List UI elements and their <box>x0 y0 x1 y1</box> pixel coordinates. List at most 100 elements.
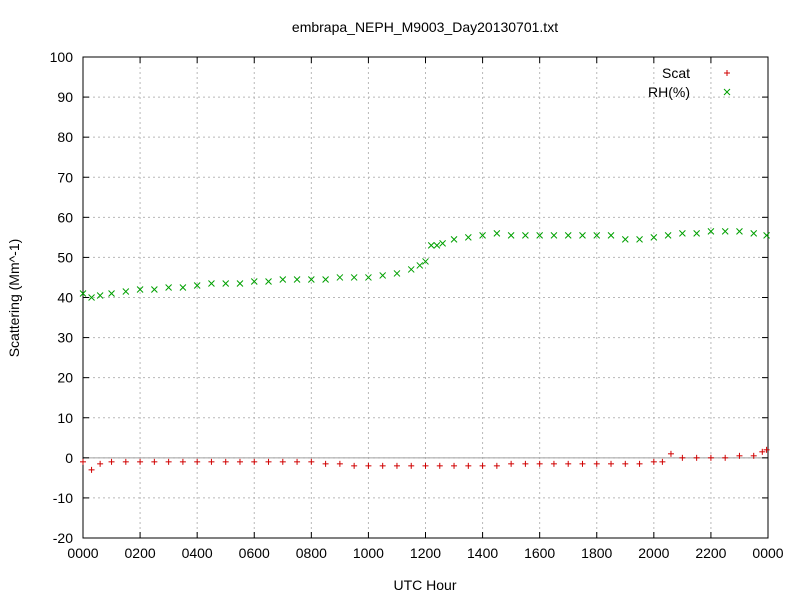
data-point <box>721 228 729 235</box>
data-point <box>536 232 544 239</box>
y-axis-label: Scattering (Mm^-1) <box>6 239 22 358</box>
data-point <box>336 274 344 281</box>
data-point <box>679 230 686 237</box>
data-point <box>565 460 572 467</box>
data-point <box>707 228 715 235</box>
data-point <box>693 454 700 461</box>
data-point <box>439 240 446 247</box>
data-point <box>550 232 558 239</box>
data-point <box>179 284 187 291</box>
data-point <box>208 458 215 465</box>
x-tick-label: 0400 <box>182 545 213 561</box>
x-tick-label: 1200 <box>410 545 441 561</box>
data-point <box>607 232 615 239</box>
legend-label-scat: Scat <box>662 65 690 81</box>
data-point <box>194 458 201 465</box>
y-tick-label: 40 <box>57 290 73 306</box>
data-point <box>122 288 130 295</box>
data-point <box>593 232 601 239</box>
data-point <box>222 458 229 465</box>
data-point <box>579 232 586 239</box>
legend-label-rh: RH(%) <box>648 84 690 100</box>
data-point <box>307 276 315 283</box>
data-point <box>621 236 629 243</box>
series-rh <box>79 228 770 301</box>
data-point <box>493 462 500 469</box>
x-tick-label: 1400 <box>467 545 498 561</box>
data-point <box>88 466 95 473</box>
data-point <box>351 462 358 469</box>
data-point <box>536 460 543 467</box>
data-point <box>679 454 686 461</box>
data-point <box>422 258 429 265</box>
data-point <box>736 452 743 459</box>
data-point <box>750 230 758 237</box>
y-tick-label: 90 <box>57 89 73 105</box>
data-point <box>465 462 472 469</box>
x-tick-label: 0800 <box>296 545 327 561</box>
data-point <box>151 458 158 465</box>
data-point <box>293 276 301 283</box>
data-point <box>763 232 770 239</box>
data-point <box>522 232 529 239</box>
data-point <box>416 262 424 269</box>
x-tick-label: 0000 <box>752 545 783 561</box>
y-tick-label: -20 <box>53 530 73 546</box>
data-point <box>664 232 672 239</box>
data-point <box>96 292 104 299</box>
data-point <box>165 458 172 465</box>
data-point <box>322 460 329 467</box>
y-axis-ticks: -20 -10 0 10 20 30 40 50 60 70 80 90 100 <box>50 49 768 546</box>
x-tick-label: 2200 <box>695 545 726 561</box>
data-point <box>422 462 429 469</box>
data-point <box>393 462 400 469</box>
data-point <box>294 458 301 465</box>
data-point <box>507 232 515 239</box>
data-point <box>763 446 770 453</box>
data-point <box>707 454 714 461</box>
data-point <box>379 462 386 469</box>
y-tick-label: 20 <box>57 370 73 386</box>
legend-marker-scat <box>724 70 730 76</box>
data-point <box>659 458 666 465</box>
data-point <box>236 458 243 465</box>
y-tick-label: -10 <box>53 490 73 506</box>
data-point <box>208 280 215 287</box>
data-point <box>236 280 244 287</box>
data-point <box>667 450 674 457</box>
data-point <box>622 460 629 467</box>
data-point <box>279 458 286 465</box>
y-tick-label: 30 <box>57 330 73 346</box>
data-point <box>108 290 115 297</box>
data-point <box>97 460 104 467</box>
data-point <box>650 234 658 241</box>
data-point <box>479 462 486 469</box>
data-point <box>550 460 557 467</box>
data-point <box>108 458 115 465</box>
data-point <box>636 236 643 243</box>
data-point <box>451 462 458 469</box>
data-point <box>693 230 700 237</box>
x-tick-label: 0200 <box>125 545 156 561</box>
data-point <box>322 276 329 283</box>
legend: Scat RH(%) <box>648 65 731 100</box>
data-point <box>736 228 743 235</box>
data-point <box>636 460 643 467</box>
y-tick-label: 100 <box>50 49 74 65</box>
data-point <box>433 242 441 249</box>
series-scat <box>80 446 770 473</box>
data-point <box>179 458 186 465</box>
y-tick-label: 70 <box>57 169 73 185</box>
data-point <box>165 284 172 291</box>
data-point <box>79 290 87 297</box>
data-point <box>608 460 615 467</box>
data-point <box>722 454 729 461</box>
data-point <box>436 462 443 469</box>
data-point <box>365 274 372 281</box>
x-tick-label: 0600 <box>239 545 270 561</box>
x-tick-label: 2000 <box>638 545 669 561</box>
y-tick-label: 50 <box>57 249 73 265</box>
data-point <box>251 458 258 465</box>
data-point <box>308 458 315 465</box>
x-tick-label: 1000 <box>353 545 384 561</box>
